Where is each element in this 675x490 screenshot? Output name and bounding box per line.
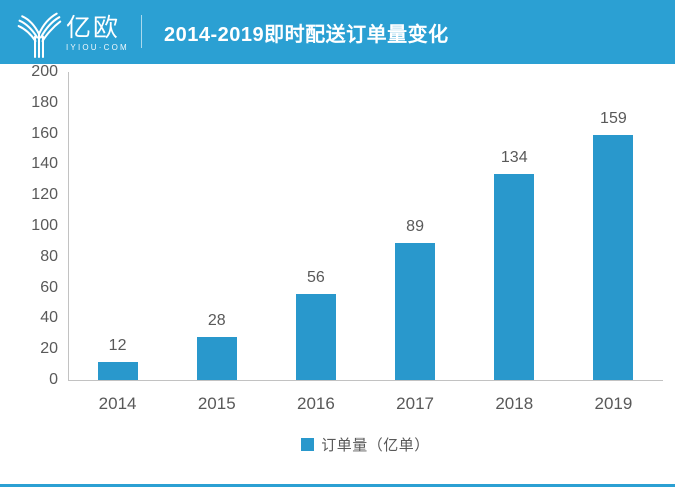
order-volume-bar xyxy=(97,362,138,380)
x-axis-year-label: 2018 xyxy=(495,394,534,413)
y-axis-tick-label: 100 xyxy=(31,217,58,234)
order-volume-bar xyxy=(295,294,336,380)
y-axis-tick-label: 60 xyxy=(40,278,58,296)
x-axis-line xyxy=(68,380,663,381)
legend-color-swatch xyxy=(301,437,315,451)
y-axis-tick-label: 180 xyxy=(31,93,58,111)
logo-name: 亿欧 xyxy=(66,13,121,42)
y-axis-line xyxy=(68,72,69,380)
logo: 亿欧 IYIOU·COM xyxy=(16,5,140,61)
legend-series-label: 订单量（亿单） xyxy=(321,436,430,454)
x-axis-year-label: 2019 xyxy=(594,394,633,413)
bar-value-label: 89 xyxy=(406,218,424,235)
header-divider xyxy=(141,15,142,48)
y-axis-tick-label: 120 xyxy=(31,186,58,204)
bar-value-label: 12 xyxy=(108,337,127,354)
logo-text-block: 亿欧 IYIOU·COM xyxy=(66,15,129,52)
x-axis-year-label: 2016 xyxy=(296,394,335,413)
x-axis-year-label: 2015 xyxy=(197,394,236,413)
yiou-logo-icon xyxy=(17,12,62,58)
bar-value-label: 28 xyxy=(207,312,226,329)
y-axis-tick-label: 80 xyxy=(40,247,58,265)
header-banner: 亿欧 IYIOU·COM 2014-2019即时配送订单量变化 xyxy=(0,0,675,64)
y-axis-tick-label: 140 xyxy=(31,155,58,173)
y-axis-tick-label: 200 xyxy=(31,63,58,80)
y-axis-tick-label: 0 xyxy=(49,371,58,388)
bar-value-label: 56 xyxy=(307,269,325,286)
order-volume-bar xyxy=(494,174,535,380)
order-volume-bar xyxy=(395,243,436,380)
y-axis-tick-label: 20 xyxy=(40,340,58,358)
logo-domain: IYIOU·COM xyxy=(66,42,129,52)
bar-value-label: 134 xyxy=(500,149,528,166)
chart-title: 2014-2019即时配送订单量变化 xyxy=(164,23,449,46)
chart-legend: 订单量（亿单） xyxy=(68,433,663,455)
bottom-rule xyxy=(0,484,675,487)
bar-value-label: 159 xyxy=(600,110,627,127)
x-axis-year-label: 2014 xyxy=(98,394,137,413)
x-axis-year-label: 2017 xyxy=(396,394,434,413)
order-volume-bar xyxy=(593,135,634,380)
y-axis-tick-label: 40 xyxy=(40,309,58,327)
y-axis-tick-label: 160 xyxy=(31,124,58,142)
order-volume-bar xyxy=(196,337,237,380)
